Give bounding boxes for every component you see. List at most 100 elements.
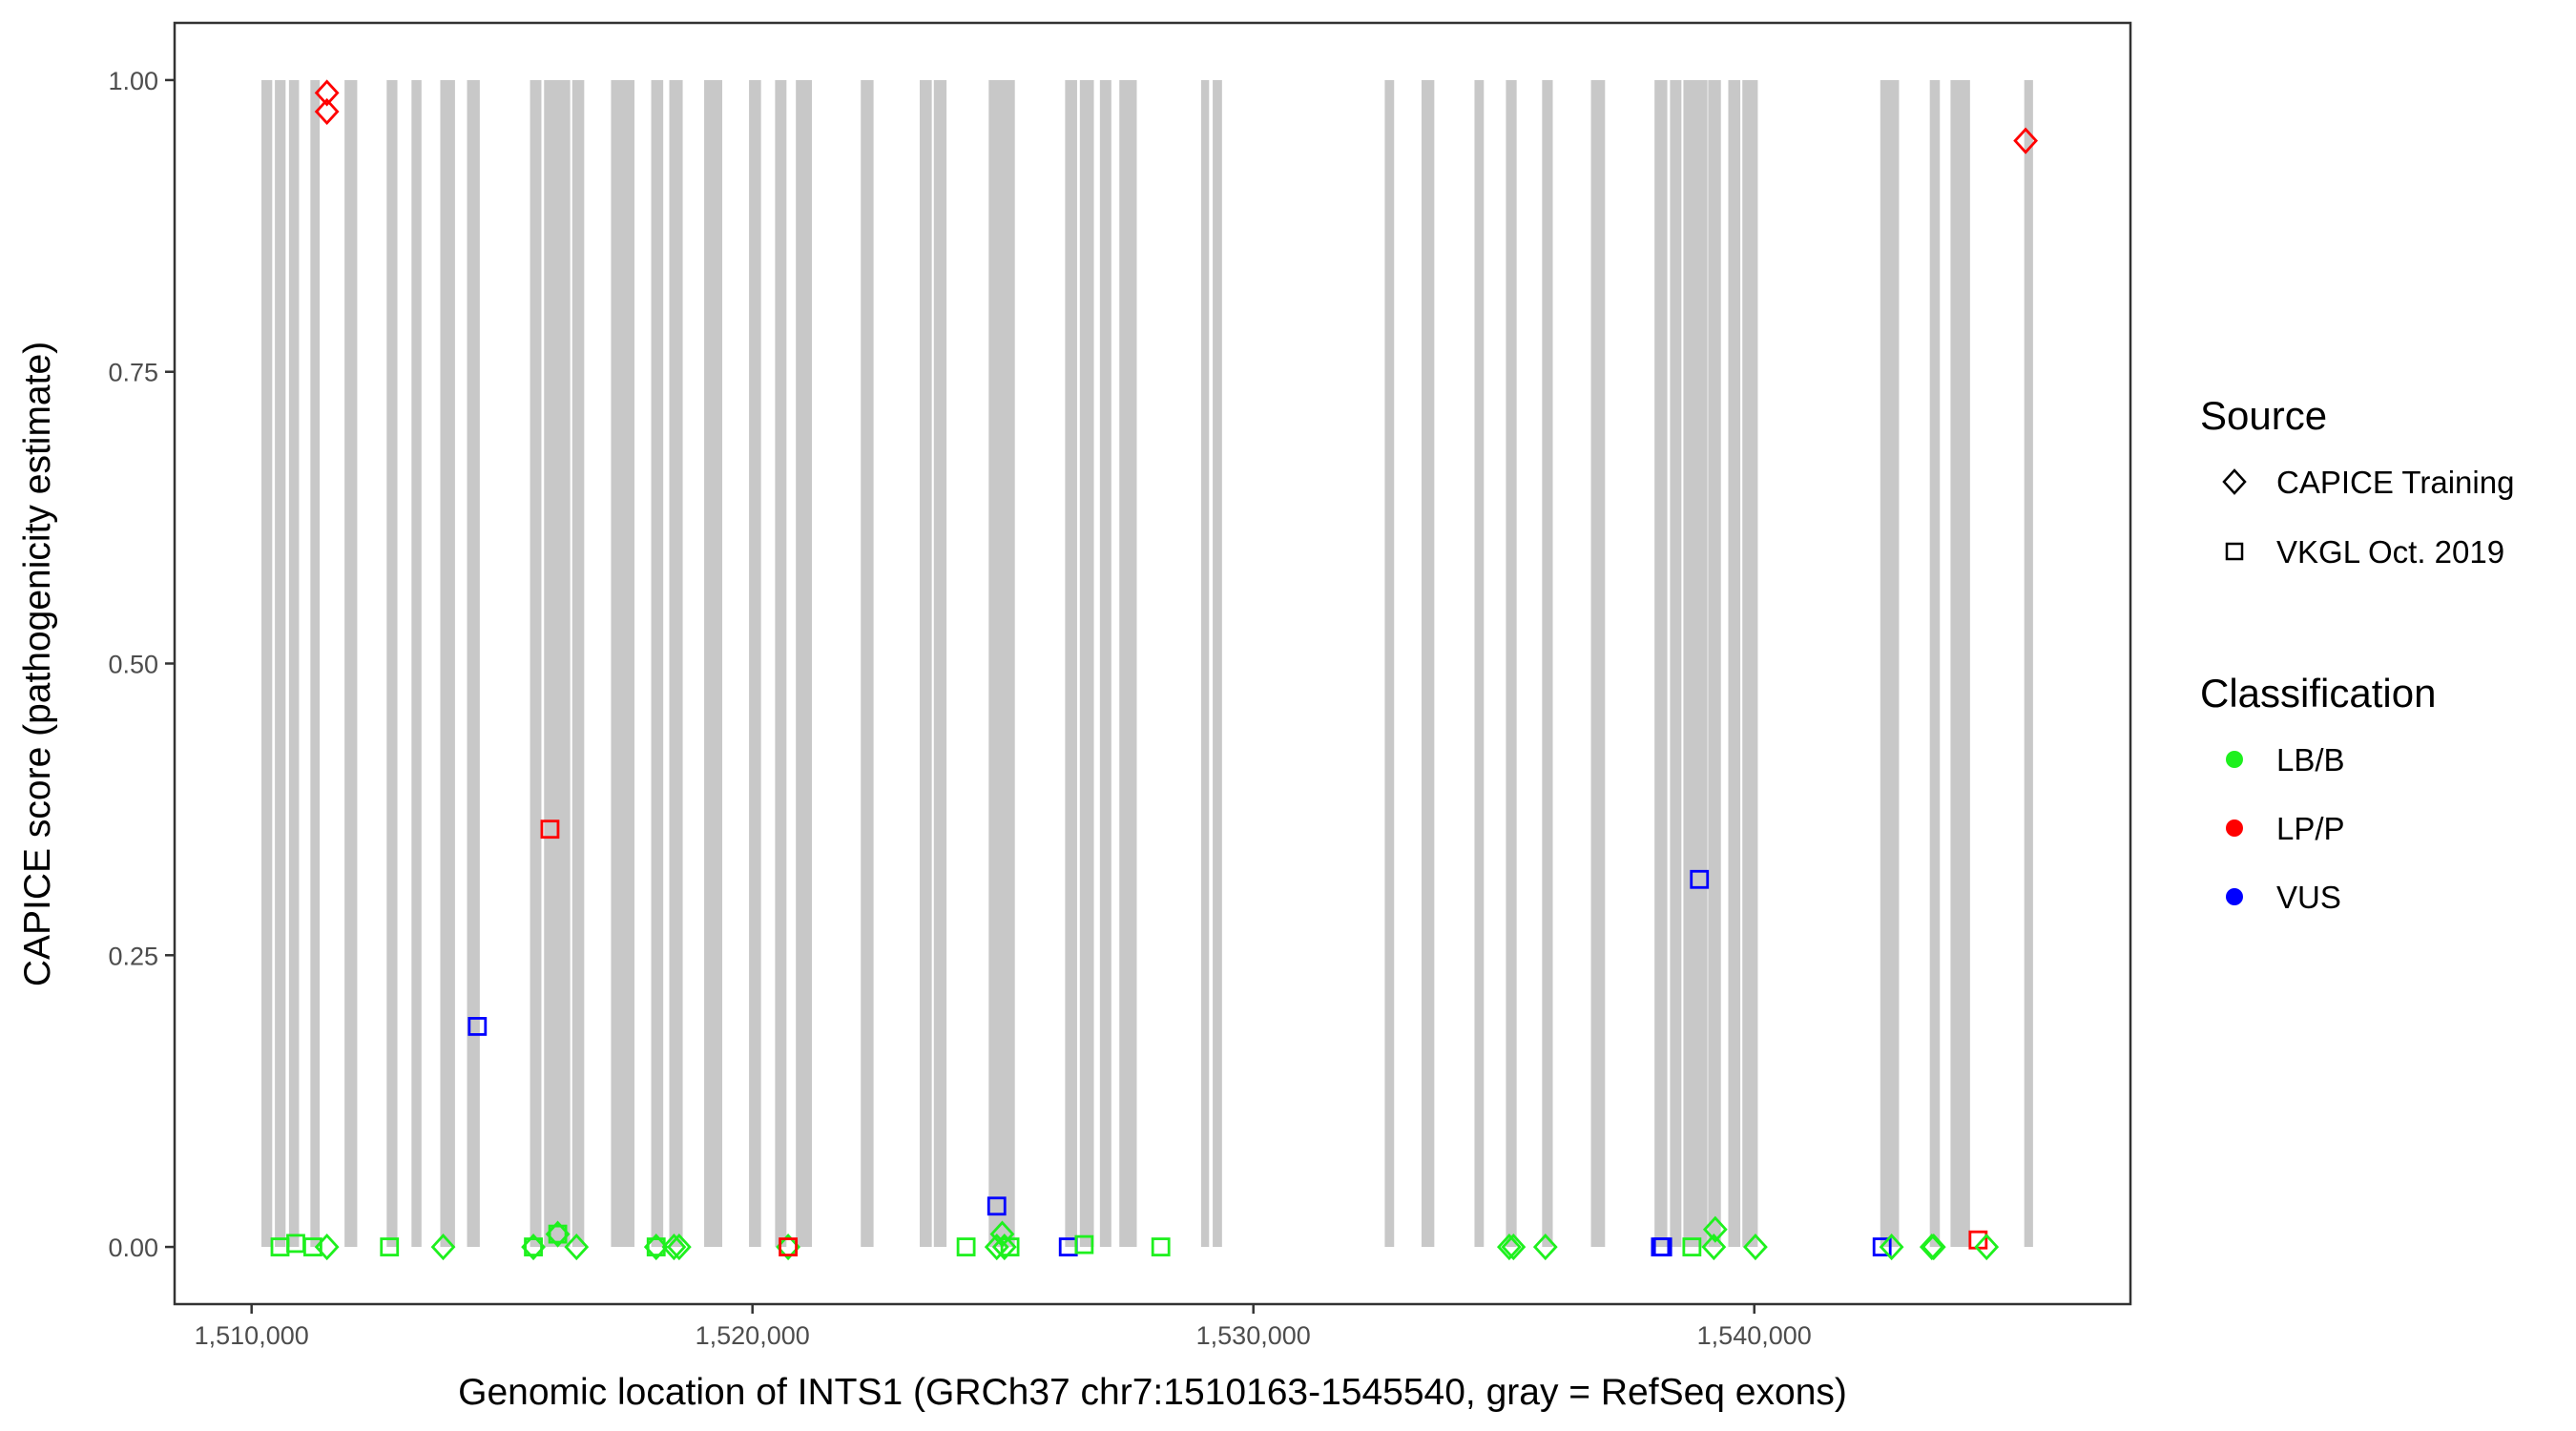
data-point-diamond — [314, 79, 340, 107]
exon-bar — [1200, 79, 1210, 1248]
data-point-diamond — [1496, 1233, 1522, 1261]
x-tick-label: 1,520,000 — [696, 1321, 810, 1350]
dot-icon — [2226, 819, 2243, 837]
data-point-square — [1151, 1237, 1171, 1256]
exon-bar — [988, 79, 1015, 1248]
data-point-square — [987, 1196, 1007, 1216]
data-point-square — [956, 1237, 976, 1256]
x-tick-label: 1,530,000 — [1196, 1321, 1311, 1350]
exon-bar — [704, 79, 722, 1248]
exon-bar — [920, 79, 932, 1248]
diamond-icon — [2222, 468, 2247, 495]
exon-bar — [1950, 79, 1970, 1248]
exon-bar — [1119, 79, 1137, 1248]
exon-bar — [749, 79, 761, 1248]
data-point-square — [1000, 1237, 1020, 1256]
legend-item-lpp: LP/P — [2226, 811, 2345, 846]
exon-bar — [1213, 79, 1222, 1248]
data-point-diamond — [314, 97, 340, 126]
legend-item-vkgl: VKGL Oct. 2019 — [2225, 534, 2504, 570]
dot-icon — [2226, 888, 2243, 905]
x-axis: 1,510,000 1,520,000 1,530,000 1,540,000 — [195, 1304, 1812, 1350]
exon-bar — [1506, 79, 1517, 1248]
exon-bar — [571, 79, 585, 1248]
x-axis-title: Genomic location of INTS1 (GRCh37 chr7:1… — [458, 1372, 1847, 1413]
y-axis-title: CAPICE score (pathogenicity estimate) — [17, 342, 58, 986]
legend-label: LP/P — [2276, 811, 2345, 846]
legend-item-capice-training: CAPICE Training — [2222, 465, 2514, 500]
y-tick-label: 0.75 — [108, 359, 158, 387]
legend-classification-title: Classification — [2200, 671, 2436, 716]
data-point-diamond — [666, 1233, 692, 1261]
data-point-square — [303, 1237, 322, 1256]
exon-bar — [611, 79, 635, 1248]
exon-bars — [261, 79, 2033, 1248]
square-icon — [2225, 542, 2244, 561]
dot-icon — [2226, 751, 2243, 768]
exon-bar — [530, 79, 542, 1248]
data-point-diamond — [430, 1233, 456, 1261]
exon-bar — [467, 79, 480, 1248]
data-point-square — [548, 1224, 568, 1244]
data-point-square — [1690, 869, 1710, 889]
exon-bar — [669, 79, 683, 1248]
exon-bar — [2024, 79, 2033, 1248]
exon-bar — [1590, 79, 1606, 1248]
legend-item-lbb: LB/B — [2226, 742, 2345, 778]
exon-bar — [1708, 79, 1721, 1248]
legend-source-title: Source — [2200, 393, 2327, 438]
data-point-diamond — [1501, 1233, 1527, 1261]
exon-bar — [288, 79, 300, 1248]
data-point-diamond — [1974, 1233, 2000, 1261]
data-point-diamond — [1702, 1215, 1728, 1243]
x-tick-label: 1,510,000 — [195, 1321, 309, 1350]
exon-bar — [386, 79, 398, 1248]
exon-bar — [933, 79, 947, 1248]
exon-bar — [1880, 79, 1900, 1248]
data-point-diamond — [1701, 1233, 1727, 1261]
x-tick-label: 1,540,000 — [1697, 1321, 1812, 1350]
y-tick-label: 0.50 — [108, 651, 158, 679]
y-axis: 0.00 0.25 0.50 0.75 1.00 — [108, 67, 175, 1262]
exon-bar — [1742, 79, 1758, 1248]
data-point-diamond — [1532, 1233, 1558, 1261]
data-point-square — [1074, 1234, 1094, 1255]
y-tick-label: 1.00 — [108, 67, 158, 95]
data-point-diamond — [1879, 1233, 1904, 1261]
exon-bar — [1384, 79, 1395, 1248]
legend: Source CAPICE Training VKGL Oct. 2019 Cl… — [2200, 393, 2514, 915]
data-point-diamond — [1921, 1233, 1946, 1261]
data-point-diamond — [2013, 127, 2039, 155]
exon-bar — [1683, 79, 1708, 1248]
exon-bar — [275, 79, 286, 1248]
y-tick-label: 0.00 — [108, 1234, 158, 1262]
legend-label: VUS — [2276, 880, 2341, 915]
data-point-square — [779, 1237, 798, 1256]
data-point-diamond — [564, 1233, 590, 1261]
exon-bar — [1654, 79, 1668, 1248]
data-point-square — [1872, 1237, 1892, 1256]
data-point-diamond — [1919, 1233, 1944, 1261]
legend-label: LB/B — [2276, 742, 2345, 778]
data-point-diamond — [661, 1233, 687, 1261]
data-point-diamond — [1743, 1233, 1768, 1261]
data-point-square — [380, 1237, 400, 1256]
exon-bar — [544, 79, 571, 1248]
legend-item-vus: VUS — [2226, 880, 2341, 915]
exon-bar — [1474, 79, 1485, 1248]
exon-bar — [1421, 79, 1435, 1248]
exon-bar — [1542, 79, 1553, 1248]
data-point-square — [467, 1016, 488, 1036]
exon-bar — [775, 79, 787, 1248]
exon-bar — [411, 79, 422, 1248]
exon-bar — [861, 79, 874, 1248]
data-point-diamond — [314, 1233, 340, 1261]
exon-bar — [344, 79, 358, 1248]
exon-bar — [1079, 79, 1094, 1248]
exon-bar — [1099, 79, 1111, 1248]
exon-bar — [261, 79, 273, 1248]
exon-bar — [1670, 79, 1682, 1248]
exon-bar — [796, 79, 813, 1248]
